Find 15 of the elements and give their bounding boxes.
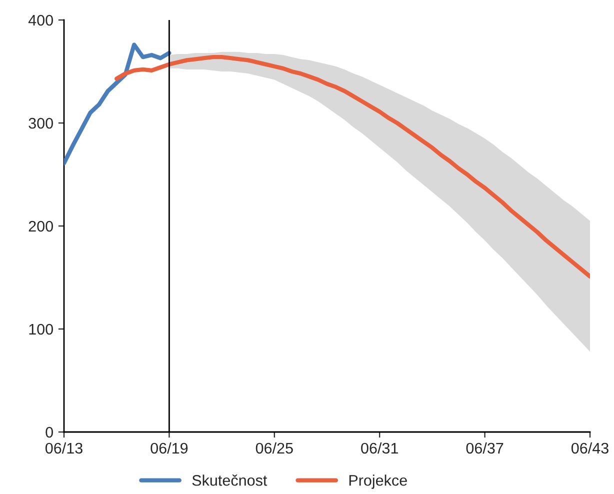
y-tick-label: 400 <box>28 14 53 26</box>
y-tick-label: 0 <box>46 426 53 438</box>
x-tick-label: 06/31 <box>361 442 398 454</box>
x-tick-label: 06/19 <box>150 442 188 454</box>
x-tick-label: 06/13 <box>45 442 82 454</box>
y-tick-label: 200 <box>28 220 53 232</box>
line-series <box>114 54 590 279</box>
y-tick-label: 100 <box>29 324 53 335</box>
x-tick-label: 06/25 <box>256 442 293 454</box>
legend-label: Projekce <box>349 474 407 489</box>
line-series <box>64 42 172 166</box>
x-tick-label: 06/37 <box>466 442 504 454</box>
x-tick-label: 06/43 <box>571 442 608 454</box>
y-tick-label: 300 <box>28 118 53 129</box>
legend-label: Skutečnost <box>192 474 268 486</box>
